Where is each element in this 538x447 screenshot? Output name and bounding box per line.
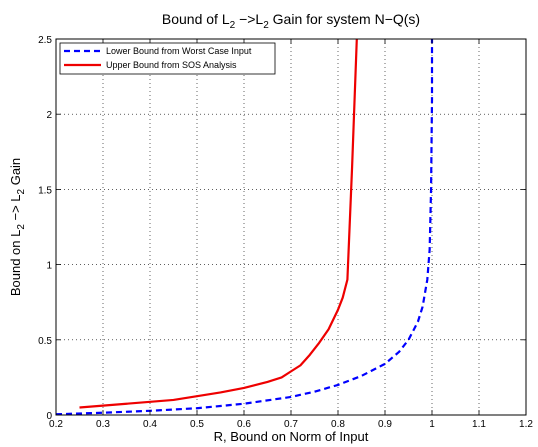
y-axis-label-sub2: 2 — [16, 188, 27, 194]
y-axis-label-sub1: 2 — [16, 224, 27, 230]
y-axis-label-main: Bound on L — [8, 230, 23, 297]
upper-bound-series-line — [79, 38, 358, 409]
y-tick-label: 1 — [46, 261, 52, 272]
x-tick-label: 0.5 — [190, 419, 204, 430]
ticks: 0.2 0.3 0.4 0.5 0.6 0.7 0.8 0.9 1 1.1 1.2 0 0.5 1 1.5 2… — [38, 35, 533, 430]
legend-label-lower-bound: Lower Bound from Worst Case Input — [106, 46, 252, 56]
grid — [56, 39, 526, 415]
x-tick-label: 0.4 — [143, 419, 157, 430]
chart-title-sub2: 2 — [263, 20, 269, 31]
chart-title-main: Bound of L — [162, 11, 230, 27]
chart-title-tail: Gain for system N−Q(s) — [269, 11, 420, 27]
y-tick-label: 0.5 — [38, 336, 52, 347]
y-tick-label: 2.5 — [38, 35, 52, 46]
y-axis-label-tail: Gain — [8, 158, 23, 189]
legend-label-upper-bound: Upper Bound from SOS Analysis — [106, 60, 237, 70]
chart-title-mid: −>L — [235, 11, 263, 27]
x-tick-label: 0.9 — [378, 419, 392, 430]
y-tick-label: 1.5 — [38, 185, 52, 196]
x-tick-label: 0.2 — [49, 419, 63, 430]
y-axis-label: Bound on L2 −> L2 Gain — [8, 158, 27, 296]
legend: Lower Bound from Worst Case Input Upper … — [59, 42, 276, 75]
x-tick-label: 0.7 — [284, 419, 298, 430]
series-layer — [55, 38, 434, 416]
legend-box — [59, 42, 276, 75]
lower-bound-series-line — [55, 39, 434, 416]
x-tick-label: 1.1 — [472, 419, 486, 430]
x-tick-label: 0.3 — [96, 419, 110, 430]
y-tick-label: 0 — [46, 411, 52, 422]
x-tick-label: 0.6 — [237, 419, 251, 430]
x-tick-label: 1.2 — [519, 419, 533, 430]
chart-title: Bound of L2 −>L2 Gain for system N−Q(s) — [162, 11, 420, 31]
x-tick-label: 0.8 — [331, 419, 345, 430]
x-tick-label: 1 — [429, 419, 435, 430]
chart-title-sub1: 2 — [230, 20, 236, 31]
x-axis-label: R, Bound on Norm of Input — [214, 429, 369, 444]
y-tick-label: 2 — [46, 110, 52, 121]
y-axis-label-mid: −> L — [8, 194, 23, 224]
